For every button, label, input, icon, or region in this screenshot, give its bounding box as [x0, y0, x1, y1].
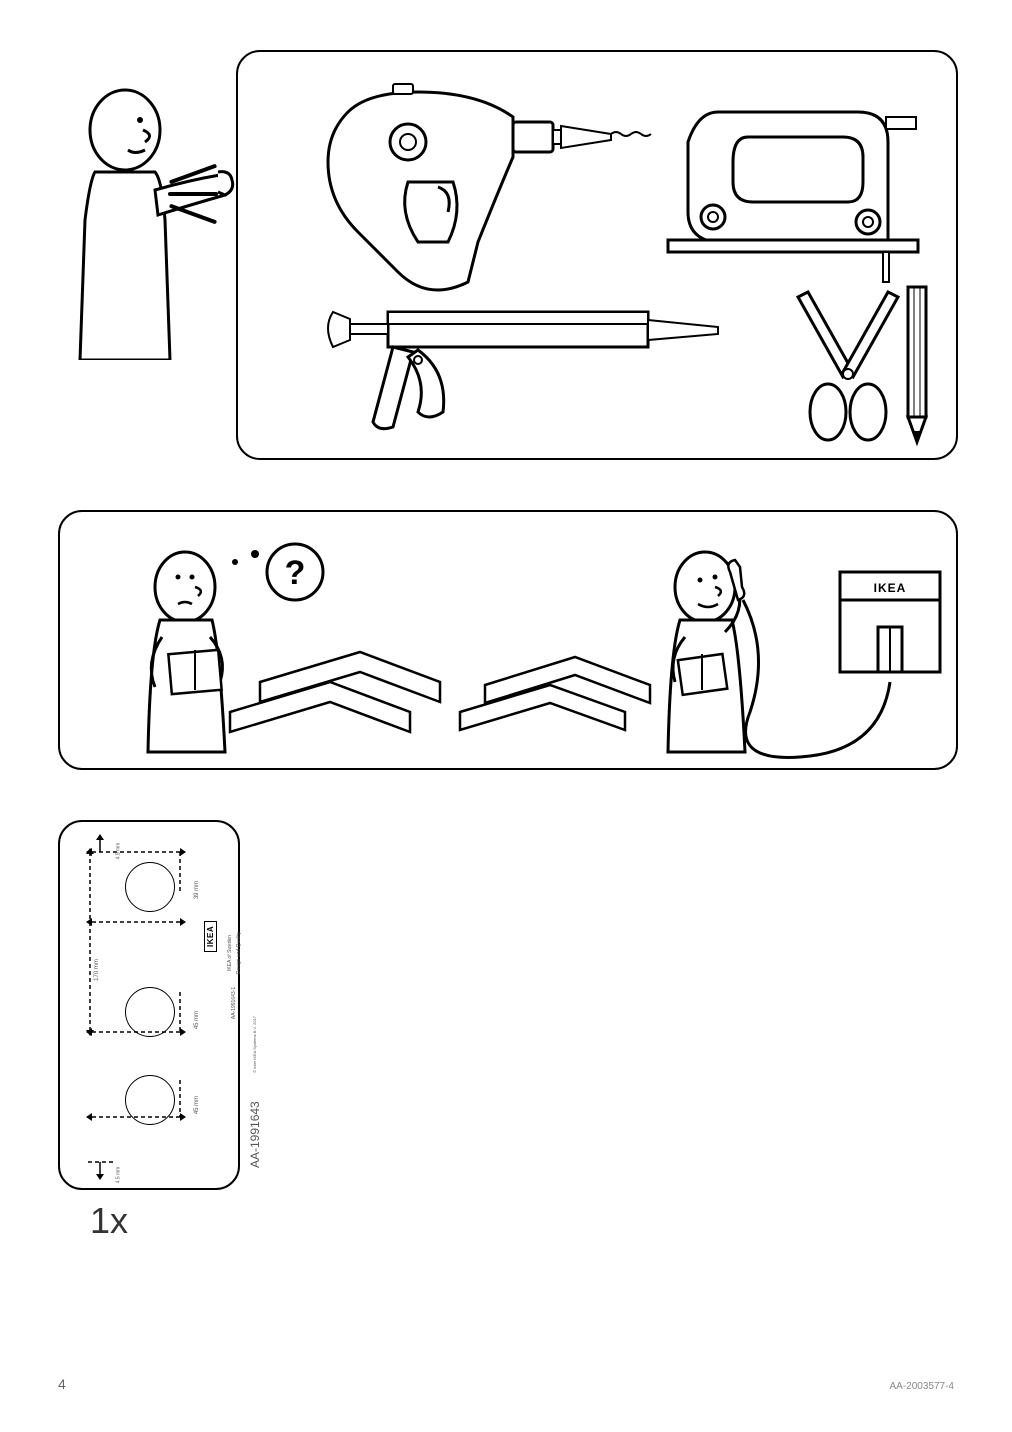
quantity-label: 1x: [90, 1200, 128, 1242]
drill-icon: [328, 84, 651, 290]
ikea-store-icon: IKEA: [840, 572, 940, 672]
pieces-right: [460, 657, 650, 730]
article-num: AA-1991643-1: [231, 987, 237, 1019]
tools-svg: [238, 52, 960, 462]
pencil-icon: [908, 287, 926, 442]
dim-e: 4.5 mm: [115, 843, 121, 860]
template-brand: IKEA: [200, 921, 218, 952]
brand-line3: IKEA of Sweden: [227, 935, 233, 971]
pieces-left: [230, 652, 440, 732]
svg-text:?: ?: [285, 554, 306, 592]
ikea-store-label: IKEA: [874, 581, 907, 595]
template-code-label: AA-1991643: [248, 1101, 262, 1168]
template-diagram: 39 mm 170 mm 45 mm 45 mm 4.5 mm 4.5 mm I…: [70, 832, 232, 1182]
document-id: AA-2003577-4: [890, 1381, 955, 1392]
brand-line2: Design and Quality: [236, 932, 242, 974]
dim-d: 170 mm: [94, 959, 100, 981]
help-panel: ?: [58, 510, 958, 770]
help-svg: ?: [60, 512, 960, 772]
copyright: © Inter IKEA Systems B.V. 2017: [252, 1016, 257, 1073]
dim-f: 4.5 mm: [115, 1167, 121, 1184]
dim-c: 45 mm: [194, 1096, 200, 1114]
template-panel: 39 mm 170 mm 45 mm 45 mm 4.5 mm 4.5 mm I…: [58, 820, 240, 1190]
scissors-icon: [798, 292, 898, 440]
template-hole-3: [125, 1075, 175, 1125]
dim-b: 45 mm: [194, 1011, 200, 1029]
tools-panel: [236, 50, 958, 460]
jigsaw-icon: [668, 112, 918, 282]
template-hole-2: [125, 987, 175, 1037]
ikea-logo-small: IKEA: [204, 921, 217, 952]
template-hole-1: [125, 862, 175, 912]
dim-a: 39 mm: [194, 881, 200, 899]
caulk-gun-icon: [328, 312, 718, 429]
page-number: 4: [58, 1376, 66, 1392]
